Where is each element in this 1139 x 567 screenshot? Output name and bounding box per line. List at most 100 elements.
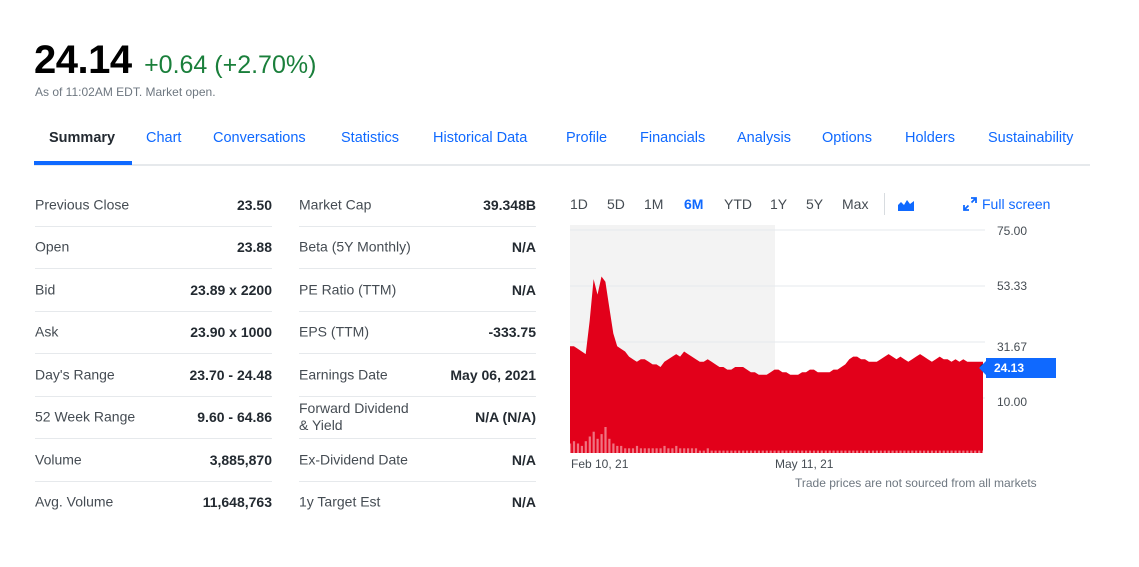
range-1d-button[interactable]: 1D — [570, 196, 588, 212]
range-ytd-button[interactable]: YTD — [724, 196, 752, 212]
tab-statistics[interactable]: Statistics — [341, 130, 400, 146]
y-tick-label: 53.33 — [997, 279, 1028, 293]
volume-bar — [588, 436, 591, 453]
table-row: Market Cap 39.348B — [299, 184, 536, 227]
volume-bar — [820, 450, 823, 453]
volume-bar — [781, 450, 784, 453]
volume-bar — [915, 450, 918, 453]
volume-bar — [600, 434, 603, 453]
range-6m-button[interactable]: 6M — [684, 196, 704, 212]
tab-summary[interactable]: Summary — [49, 130, 116, 146]
volume-bar — [722, 450, 725, 453]
stat-label: Volume — [35, 451, 82, 468]
tab-holders[interactable]: Holders — [905, 130, 955, 146]
volume-bar — [694, 448, 698, 453]
volume-bars — [569, 427, 985, 453]
tab-historical-data[interactable]: Historical Data — [433, 130, 528, 146]
stat-value: N/A (N/A) — [475, 409, 536, 426]
y-tick-label: 10.00 — [997, 395, 1028, 409]
price-chart[interactable] — [565, 222, 990, 457]
tab-profile[interactable]: Profile — [566, 130, 608, 146]
volume-bar — [812, 450, 816, 453]
volume-bar — [608, 438, 611, 453]
volume-bar — [659, 448, 662, 453]
stat-value: 23.50 — [236, 196, 272, 213]
stat-label: Open — [35, 238, 70, 255]
table-row: 52 Week Range 9.60 - 64.86 — [35, 397, 272, 439]
volume-bar — [946, 450, 949, 453]
stat-label: Earnings Date — [299, 366, 388, 383]
stat-label: 1y Target Est — [299, 493, 381, 510]
volume-bar — [926, 450, 930, 453]
stat-value: 23.70 - 24.48 — [189, 366, 272, 383]
volume-bar — [773, 450, 776, 453]
stat-value: N/A — [511, 451, 536, 468]
range-1y-button[interactable]: 1Y — [770, 196, 788, 212]
volume-bar — [683, 448, 686, 453]
stat-label: 52 Week Range — [35, 408, 136, 425]
volume-bar — [702, 450, 705, 453]
volume-bar — [738, 450, 741, 453]
volume-bar — [903, 450, 906, 453]
volume-bar — [671, 448, 674, 453]
table-row: Open 23.88 — [35, 227, 272, 269]
volume-bar — [856, 450, 859, 453]
volume-bar — [718, 450, 721, 453]
volume-bar — [907, 450, 910, 453]
tab-analysis[interactable]: Analysis — [737, 130, 791, 146]
range-1m-button[interactable]: 1M — [644, 196, 664, 212]
volume-bar — [675, 445, 678, 453]
volume-bar — [643, 448, 646, 453]
volume-bar — [569, 443, 572, 453]
stat-value: 23.90 x 1000 — [190, 324, 272, 341]
volume-bar — [797, 450, 800, 453]
volume-bar — [616, 445, 619, 453]
tab-options[interactable]: Options — [822, 130, 872, 146]
stat-value: -333.75 — [488, 324, 536, 341]
range-max-button[interactable]: Max — [842, 196, 869, 212]
volume-bar — [899, 450, 902, 453]
current-price-badge: 24.13 — [979, 358, 1056, 378]
stat-label: Ex-Dividend Date — [299, 451, 408, 468]
stat-label: Market Cap — [299, 196, 372, 213]
stat-value: N/A — [511, 281, 536, 298]
volume-bar — [824, 450, 827, 453]
stat-label: PE Ratio (TTM) — [299, 281, 397, 298]
volume-bar — [883, 450, 886, 453]
volume-bar — [576, 443, 580, 453]
volume-bar — [742, 450, 745, 453]
volume-bar — [714, 450, 717, 453]
volume-bar — [919, 450, 922, 453]
volume-bar — [572, 441, 576, 453]
tab-chart[interactable]: Chart — [146, 130, 182, 146]
tab-sustainability[interactable]: Sustainability — [988, 130, 1074, 146]
stat-value: 3,885,870 — [209, 451, 272, 468]
stat-value: N/A — [511, 494, 536, 511]
volume-bar — [651, 448, 654, 453]
volume-bar — [954, 450, 957, 453]
volume-bar — [934, 450, 937, 453]
volume-bar — [958, 450, 961, 453]
table-row: Ex-Dividend Date N/A — [299, 439, 536, 482]
volume-bar — [982, 450, 985, 453]
active-tab-indicator — [34, 161, 132, 165]
volume-bar — [647, 448, 650, 453]
tab-conversations[interactable]: Conversations — [213, 130, 306, 146]
volume-bar — [785, 450, 788, 453]
volume-bar — [832, 450, 835, 453]
tab-financials[interactable]: Financials — [640, 130, 706, 146]
stat-label: Avg. Volume — [35, 493, 114, 510]
table-row: Forward Dividend & Yield N/A (N/A) — [299, 397, 536, 439]
stat-value: 11,648,763 — [202, 494, 272, 511]
expand-arrows-icon — [963, 197, 977, 211]
stat-label: EPS (TTM) — [299, 323, 369, 340]
range-5y-button[interactable]: 5Y — [806, 196, 824, 212]
mountain-chart-icon[interactable] — [898, 197, 914, 211]
volume-bar — [879, 450, 882, 453]
table-row: Day's Range 23.70 - 24.48 — [35, 354, 272, 397]
fullscreen-button[interactable]: Full screen — [963, 196, 1050, 212]
volume-bar — [887, 450, 890, 453]
range-5d-button[interactable]: 5D — [607, 196, 625, 212]
table-row: Volume 3,885,870 — [35, 439, 272, 482]
volume-bar — [867, 450, 871, 453]
